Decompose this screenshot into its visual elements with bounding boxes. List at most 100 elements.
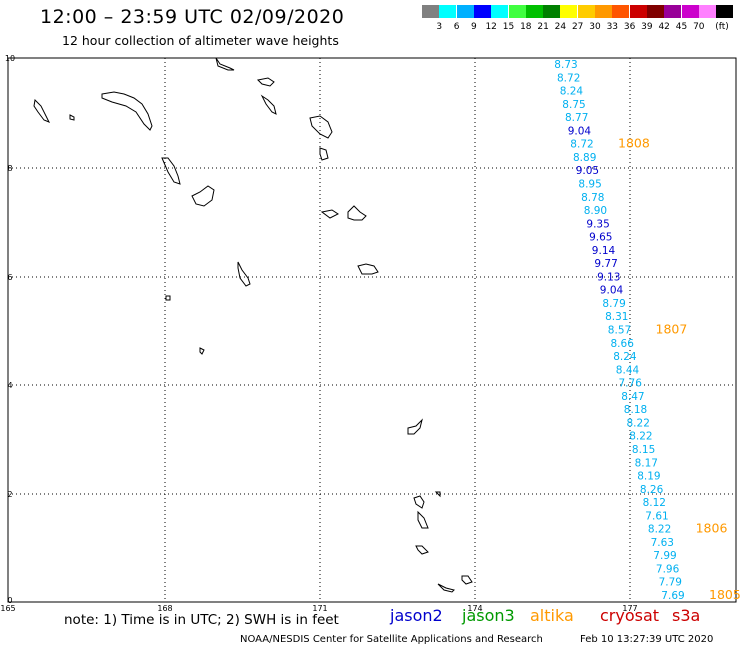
island-outline bbox=[309, 115, 333, 139]
x-tick-label: 177 bbox=[622, 604, 637, 613]
island-outline bbox=[461, 575, 473, 585]
island-outline bbox=[434, 491, 441, 498]
island-outline bbox=[415, 545, 429, 555]
mission-s3a: s3a bbox=[672, 606, 701, 625]
wave-height-value: 8.22 bbox=[627, 417, 650, 429]
x-tick-label: 174 bbox=[467, 604, 482, 613]
island-outline bbox=[191, 185, 215, 207]
wave-height-value: 7.61 bbox=[645, 510, 668, 522]
y-tick-label: 0 bbox=[7, 596, 12, 605]
island-outline bbox=[215, 57, 235, 71]
wave-height-value: 9.35 bbox=[586, 218, 609, 230]
island-outline bbox=[256, 77, 275, 87]
island-outline bbox=[417, 510, 429, 529]
island-outline bbox=[69, 114, 75, 121]
colorbar-label: 12 bbox=[485, 22, 497, 32]
wave-height-value: 9.14 bbox=[592, 245, 616, 257]
island-outline bbox=[347, 205, 367, 221]
wave-height-value: 7.69 bbox=[661, 590, 684, 602]
track-time-label: 1807 bbox=[656, 322, 688, 337]
page-title: 12:00 – 23:59 UTC 02/09/2020 bbox=[40, 6, 345, 28]
colorbar-swatch bbox=[560, 5, 578, 18]
wave-height-value: 8.75 bbox=[562, 99, 585, 111]
wave-height-value: 8.22 bbox=[629, 431, 652, 443]
colorbar-swatch bbox=[595, 5, 612, 18]
x-tick-label: 168 bbox=[157, 604, 172, 613]
wave-height-value: 8.79 bbox=[602, 298, 625, 310]
wave-height-value: 7.96 bbox=[656, 564, 680, 576]
x-tick-label: 171 bbox=[312, 604, 327, 613]
y-tick-label: 8 bbox=[7, 164, 12, 173]
colorbar-label: 3 bbox=[436, 22, 443, 32]
wave-height-value: 8.78 bbox=[581, 192, 604, 204]
wave-height-value: 9.13 bbox=[597, 271, 620, 283]
island-outline bbox=[237, 261, 251, 287]
page-subtitle: 12 hour collection of altimeter wave hei… bbox=[62, 33, 339, 48]
colorbar-swatch bbox=[456, 5, 474, 18]
wave-height-value: 9.05 bbox=[576, 165, 599, 177]
colorbar-swatch bbox=[577, 5, 595, 18]
island-outline bbox=[319, 147, 329, 161]
colorbar-label: 18 bbox=[520, 22, 532, 32]
y-tick-label: 10 bbox=[5, 54, 15, 63]
colorbar-swatch bbox=[698, 5, 716, 18]
colorbar-label: 6 bbox=[453, 22, 460, 32]
wave-height-value: 8.73 bbox=[554, 59, 577, 71]
y-tick-label: 6 bbox=[7, 273, 12, 282]
wave-height-value: 8.15 bbox=[632, 444, 655, 456]
colorbar-label: 30 bbox=[589, 22, 601, 32]
wave-height-value: 8.44 bbox=[616, 364, 640, 376]
colorbar-swatch bbox=[525, 5, 543, 18]
x-tick-label: 165 bbox=[0, 604, 15, 613]
island-outline bbox=[413, 495, 425, 509]
colorbar-swatch bbox=[646, 5, 664, 18]
colorbar-label: 36 bbox=[623, 22, 636, 32]
wave-height-value: 8.57 bbox=[608, 325, 631, 337]
wave-height-value: 8.47 bbox=[621, 391, 644, 403]
wave-height-value: 8.26 bbox=[640, 484, 664, 496]
colorbar-label: 15 bbox=[502, 22, 515, 32]
island-outline bbox=[320, 209, 339, 219]
wave-height-value: 8.66 bbox=[611, 338, 635, 350]
colorbar-unit: (ft) bbox=[715, 22, 729, 32]
wave-height-value: 7.76 bbox=[619, 378, 643, 390]
colorbar-label: 39 bbox=[641, 22, 653, 32]
colorbar-swatch bbox=[491, 5, 509, 18]
generated-timestamp: Feb 10 13:27:39 UTC 2020 bbox=[580, 634, 714, 645]
colorbar-label: 33 bbox=[606, 22, 619, 32]
island-outline bbox=[437, 583, 455, 593]
colorbar-swatch bbox=[473, 5, 491, 18]
colorbar-label: 21 bbox=[537, 22, 549, 32]
island-outline bbox=[101, 91, 153, 131]
colorbar-label: 27 bbox=[571, 22, 584, 32]
island-outline bbox=[199, 347, 205, 355]
colorbar-swatch bbox=[422, 5, 439, 18]
island-outline bbox=[33, 98, 51, 123]
mission-jason3: jason3 bbox=[462, 606, 515, 625]
colorbar-swatch bbox=[629, 5, 647, 18]
island-outline bbox=[260, 94, 277, 115]
wave-height-value: 9.04 bbox=[568, 125, 592, 137]
wave-height-value: 8.90 bbox=[584, 205, 607, 217]
y-tick-label: 4 bbox=[7, 381, 12, 390]
colorbar-swatch bbox=[508, 5, 526, 18]
wave-height-value: 8.24 bbox=[613, 351, 637, 363]
colorbar-label: 24 bbox=[554, 22, 567, 32]
wave-height-value: 8.72 bbox=[570, 139, 593, 151]
wave-height-value: 8.22 bbox=[648, 524, 671, 536]
wave-height-value: 8.18 bbox=[624, 404, 647, 416]
wave-height-value: 8.89 bbox=[573, 152, 596, 164]
wave-height-value: 8.17 bbox=[635, 457, 658, 469]
colorbar-label: 45 bbox=[675, 22, 688, 32]
track-time-label: 1805 bbox=[709, 587, 740, 602]
mission-altika: altika bbox=[530, 606, 574, 625]
credit-line: NOAA/NESDIS Center for Satellite Applica… bbox=[240, 634, 543, 645]
wave-height-value: 8.24 bbox=[560, 86, 584, 98]
wave-height-value: 8.95 bbox=[578, 179, 601, 191]
footer-note: note: 1) Time is in UTC; 2) SWH is in fe… bbox=[64, 612, 339, 628]
wave-height-value: 7.79 bbox=[659, 577, 682, 589]
wave-height-value: 8.19 bbox=[637, 471, 660, 483]
colorbar-swatch bbox=[439, 5, 457, 18]
colorbar-swatch bbox=[716, 5, 734, 18]
